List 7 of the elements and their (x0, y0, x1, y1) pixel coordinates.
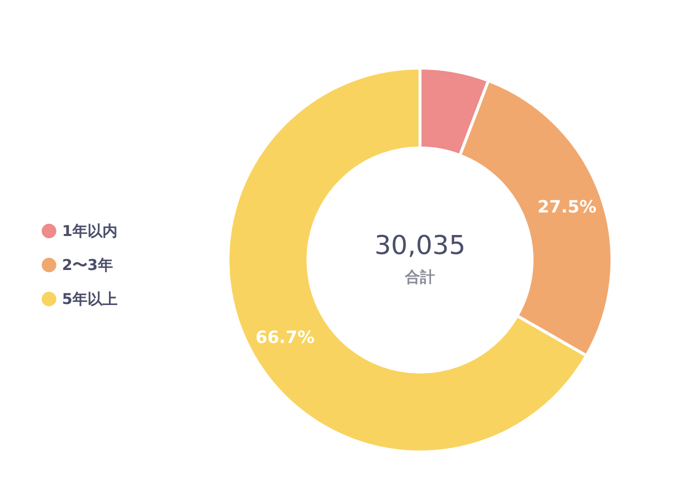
data-label: 66.7% (255, 328, 314, 348)
legend-label: 5年以上 (62, 290, 118, 308)
legend-label: 1年以内 (62, 222, 118, 240)
data-label: 27.5% (537, 198, 596, 218)
legend-label: 2〜3年 (62, 256, 113, 274)
text: 30,035 (374, 231, 466, 261)
text: 合計 (404, 268, 435, 286)
